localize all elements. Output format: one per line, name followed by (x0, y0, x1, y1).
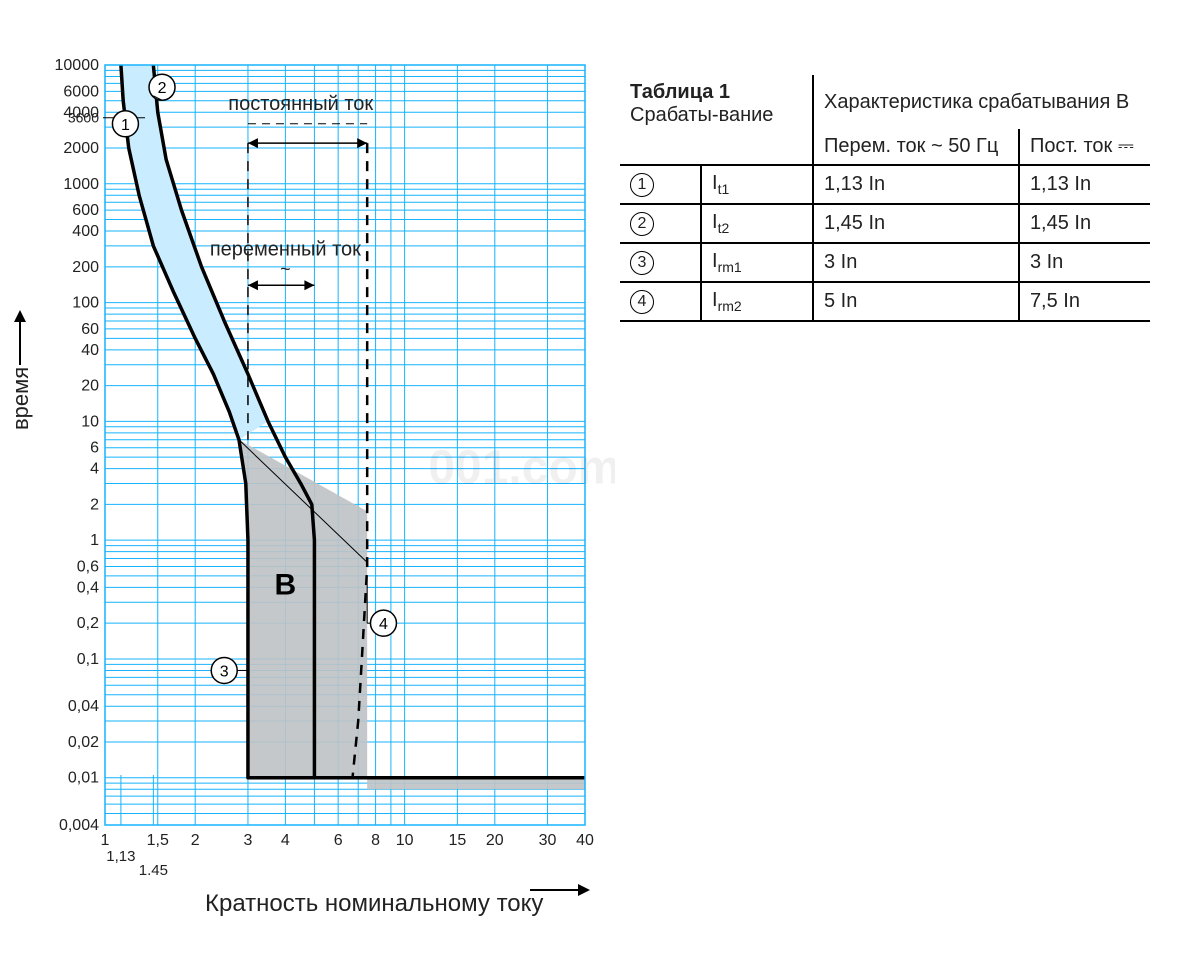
svg-text:B: B (275, 568, 297, 601)
table-subtitle: Срабаты-вание (630, 104, 773, 126)
row-ac: 1,45 In (813, 204, 1019, 243)
svg-text:4: 4 (379, 616, 388, 633)
svg-text:30: 30 (539, 832, 557, 849)
svg-text:0,04: 0,04 (68, 698, 99, 715)
characteristic-table: Таблица 1 Срабаты-вание Характеристика с… (620, 75, 1150, 322)
svg-text:0,004: 0,004 (59, 817, 99, 834)
svg-text:6: 6 (90, 440, 99, 457)
row-dc: 3 In (1019, 243, 1150, 282)
svg-text:1,45: 1,45 (139, 862, 168, 875)
svg-text:40: 40 (576, 832, 594, 849)
svg-text:1,5: 1,5 (147, 832, 169, 849)
svg-text:0,4: 0,4 (77, 579, 99, 596)
row-dc: 1,45 In (1019, 204, 1150, 243)
svg-text:2: 2 (90, 496, 99, 513)
svg-text:10000: 10000 (55, 57, 100, 74)
svg-text:600: 600 (72, 202, 99, 219)
svg-text:1,13: 1,13 (106, 848, 135, 865)
svg-text:3: 3 (243, 832, 252, 849)
svg-text:постоянный ток: постоянный ток (228, 93, 373, 115)
svg-text:4: 4 (90, 461, 99, 478)
svg-text:40: 40 (81, 342, 99, 359)
svg-text:10: 10 (81, 413, 99, 430)
row-dc: 1,13 In (1019, 165, 1150, 204)
row-symbol: Irm2 (701, 282, 813, 321)
row-circle-icon: 2 (630, 212, 654, 236)
svg-text:0,2: 0,2 (77, 615, 99, 632)
y-axis-arrow-icon (10, 310, 30, 370)
svg-text:200: 200 (72, 259, 99, 276)
row-symbol: It1 (701, 165, 813, 204)
row-ac: 1,13 In (813, 165, 1019, 204)
x-axis-arrow-icon (530, 880, 590, 900)
svg-text:~: ~ (280, 259, 291, 279)
svg-text:1000: 1000 (63, 176, 99, 193)
svg-text:60: 60 (81, 321, 99, 338)
svg-text:1: 1 (101, 832, 110, 849)
svg-text:100: 100 (72, 295, 99, 312)
svg-text:400: 400 (72, 223, 99, 240)
svg-text:2: 2 (158, 80, 167, 97)
svg-text:10: 10 (396, 832, 414, 849)
svg-text:1: 1 (121, 117, 130, 134)
svg-text:8: 8 (371, 832, 380, 849)
svg-text:20: 20 (81, 378, 99, 395)
table-title: Таблица 1 (630, 81, 730, 103)
svg-text:0,1: 0,1 (77, 651, 99, 668)
svg-text:0,02: 0,02 (68, 734, 99, 751)
table-header: Характеристика срабатывания В (813, 75, 1150, 129)
y-axis-label: время (8, 367, 34, 430)
row-symbol: It2 (701, 204, 813, 243)
svg-text:3600: 3600 (68, 110, 99, 126)
col-dc: Пост. ток ⎓ (1019, 129, 1150, 165)
svg-text:6000: 6000 (63, 83, 99, 100)
svg-text:0,01: 0,01 (68, 770, 99, 787)
svg-text:6: 6 (334, 832, 343, 849)
svg-text:15: 15 (448, 832, 466, 849)
svg-text:20: 20 (486, 832, 504, 849)
row-ac: 5 In (813, 282, 1019, 321)
svg-text:4: 4 (281, 832, 290, 849)
svg-text:3: 3 (220, 663, 229, 680)
trip-curve-chart: 1 1,5 2 3 4 6 8 10 15 20 30 40 1,13 1,45 0,004 0,01 0,02… (35, 55, 615, 875)
row-dc: 7,5 In (1019, 282, 1150, 321)
row-circle-icon: 1 (630, 173, 654, 197)
svg-text:0,6: 0,6 (77, 559, 99, 576)
row-circle-icon: 3 (630, 251, 654, 275)
row-circle-icon: 4 (630, 290, 654, 314)
row-ac: 3 In (813, 243, 1019, 282)
svg-text:2: 2 (191, 832, 200, 849)
svg-text:001.com.ua: 001.com.ua (428, 441, 615, 494)
svg-text:2000: 2000 (63, 140, 99, 157)
svg-text:1: 1 (90, 532, 99, 549)
row-symbol: Irm1 (701, 243, 813, 282)
svg-text:переменный ток: переменный ток (210, 238, 361, 260)
x-axis-label: Кратность номинальному току (205, 890, 543, 918)
col-ac: Перем. ток ~ 50 Гц (813, 129, 1019, 165)
